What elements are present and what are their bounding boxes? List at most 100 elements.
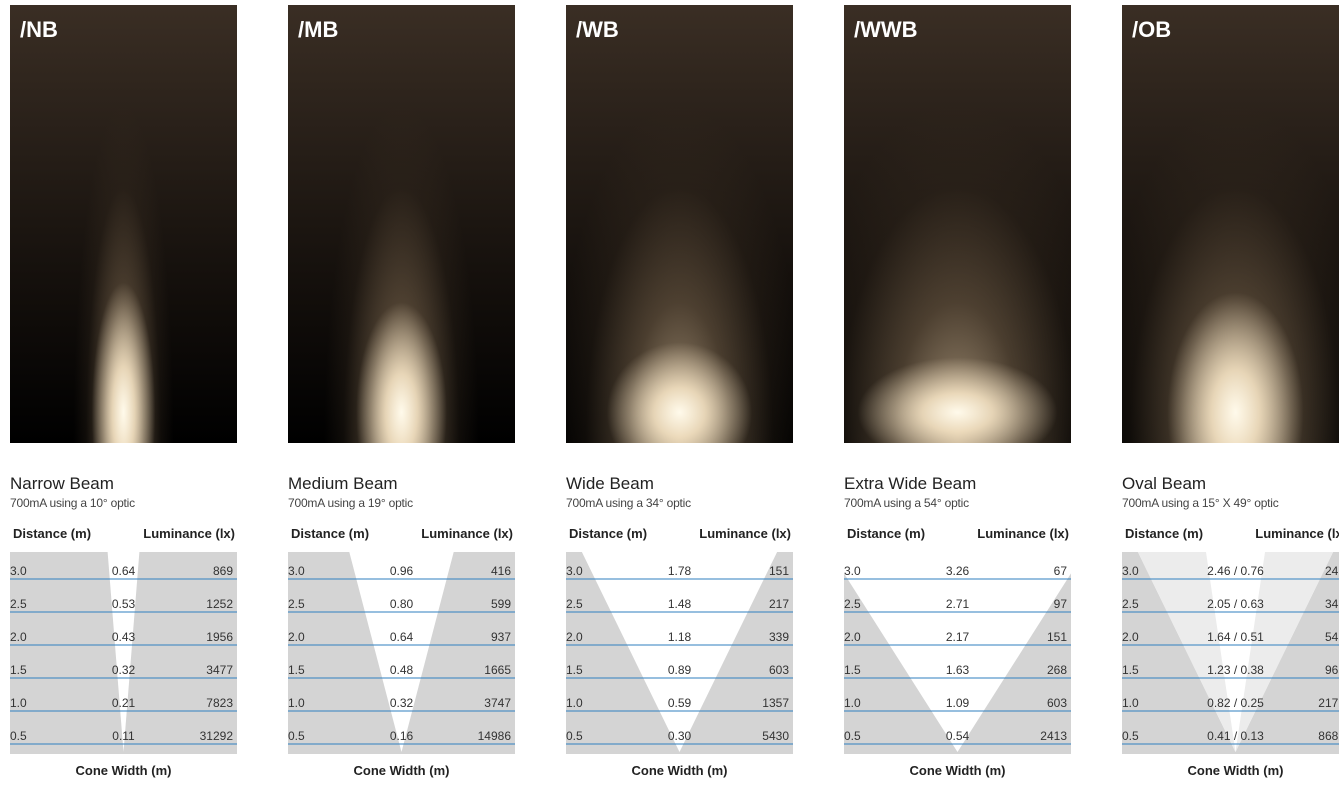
distance-value: 3.0 [288, 564, 305, 578]
luminance-value: 1357 [762, 696, 789, 710]
table-row: 2.0 0.64 937 [288, 628, 515, 646]
distance-value: 2.0 [566, 630, 583, 644]
table-row: 2.5 0.53 1252 [10, 595, 237, 613]
luminance-value: 1252 [206, 597, 233, 611]
distance-value: 3.0 [1122, 564, 1139, 578]
beam-name: Oval Beam [1122, 474, 1207, 493]
table-row: 1.0 0.21 7823 [10, 694, 237, 712]
beam-name: Narrow Beam [10, 474, 114, 493]
luminance-value: 7823 [206, 696, 233, 710]
beam-subtitle: 700mA using a 19° optic [288, 496, 413, 510]
cone-diagram [1122, 552, 1339, 754]
luminance-value: 543 [1324, 630, 1339, 644]
luminance-value: 67 [1053, 564, 1067, 578]
cone-width-label: Cone Width (m) [909, 763, 1006, 778]
beam-code: /MB [298, 17, 339, 42]
luminance-value: 14986 [477, 729, 511, 743]
cone-width-value: 0.80 [389, 597, 414, 611]
table-row: 2.0 2.17 151 [844, 628, 1071, 646]
cone-width-value: 1.18 [667, 630, 692, 644]
cone-width-value: 0.59 [667, 696, 692, 710]
table-row: 2.5 1.48 217 [566, 595, 793, 613]
table-row: 1.5 0.48 1665 [288, 661, 515, 679]
distance-value: 0.5 [844, 729, 861, 743]
luminance-header: Luminance (lx) [143, 526, 235, 541]
cone-width-value: 1.78 [667, 564, 692, 578]
beam-panel: /OB Oval Beam 700mA using a 15° X 49° opti… [1122, 0, 1339, 805]
luminance-value: 603 [1046, 696, 1067, 710]
distance-value: 2.5 [288, 597, 305, 611]
luminance-header: Luminance (lx) [977, 526, 1069, 541]
cone-width-value: 0.82 / 0.25 [1207, 696, 1264, 710]
cone-left-shade [1122, 552, 1236, 754]
distance-value: 2.0 [10, 630, 27, 644]
luminance-value: 97 [1053, 597, 1067, 611]
table-row: 2.0 0.43 1956 [10, 628, 237, 646]
table-row: 0.5 0.11 31292 [10, 727, 237, 745]
luminance-value: 1956 [206, 630, 233, 644]
cone-width-value: 0.43 [111, 630, 136, 644]
distance-value: 1.0 [10, 696, 27, 710]
luminance-header: Luminance (lx) [699, 526, 791, 541]
cone-width-value: 0.64 [111, 564, 136, 578]
table-row: 0.5 0.30 5430 [566, 727, 793, 745]
table-row: 3.0 0.64 869 [10, 562, 237, 580]
distance-value: 1.0 [844, 696, 861, 710]
beam-code: /WWB [854, 17, 918, 42]
cone-right-shade [401, 552, 515, 754]
cone-width-value: 1.48 [667, 597, 692, 611]
beam-table: 3.0 0.96 416 2.5 0.80 599 2.0 0.64 937 1.5 0.48 166… [288, 552, 515, 754]
cone-width-label: Cone Width (m) [631, 763, 728, 778]
beam-panel: /MB Medium Beam 700mA using a 19° optic Dis… [288, 0, 518, 805]
distance-value: 2.5 [10, 597, 27, 611]
distance-header: Distance (m) [569, 526, 648, 541]
beam-subtitle: 700mA using a 10° optic [10, 496, 135, 510]
table-row: 1.5 0.32 3477 [10, 661, 237, 679]
distance-value: 1.5 [566, 663, 583, 677]
cone-width-value: 0.64 [389, 630, 414, 644]
distance-value: 0.5 [288, 729, 305, 743]
beam-photo: /OB [1122, 5, 1339, 443]
cone-width-value: 0.30 [667, 729, 692, 743]
beam-subtitle: 700mA using a 15° X 49° optic [1122, 496, 1279, 510]
cone-width-value: 0.32 [111, 663, 136, 677]
distance-header: Distance (m) [1125, 526, 1204, 541]
luminance-value: 8689 [1318, 729, 1339, 743]
cone-width-value: 2.05 / 0.63 [1207, 597, 1264, 611]
distance-value: 3.0 [10, 564, 27, 578]
luminance-value: 3477 [206, 663, 233, 677]
cone-width-label: Cone Width (m) [353, 763, 450, 778]
cone-width-value: 0.16 [389, 729, 414, 743]
beam-photo: /WWB [844, 5, 1071, 443]
table-row: 1.5 1.23 / 0.38 965 [1122, 661, 1339, 679]
beam-subtitle: 700mA using a 34° optic [566, 496, 691, 510]
beam-name: Extra Wide Beam [844, 474, 977, 493]
luminance-value: 965 [1324, 663, 1339, 677]
table-row: 0.5 0.41 / 0.13 8689 [1122, 727, 1339, 745]
table-row: 2.5 2.05 / 0.63 348 [1122, 595, 1339, 613]
cone-diagram [10, 552, 237, 754]
distance-value: 2.0 [844, 630, 861, 644]
distance-value: 1.5 [288, 663, 305, 677]
distance-value: 0.5 [566, 729, 583, 743]
table-row: 3.0 3.26 67 [844, 562, 1071, 580]
cone-width-value: 1.23 / 0.38 [1207, 663, 1264, 677]
cone-right-shade [1235, 552, 1339, 754]
luminance-value: 268 [1046, 663, 1067, 677]
luminance-value: 2413 [1040, 729, 1067, 743]
distance-value: 1.5 [1122, 663, 1139, 677]
cone-width-value: 0.41 / 0.13 [1207, 729, 1264, 743]
beam-code: /WB [576, 17, 619, 42]
beam-name: Wide Beam [566, 474, 654, 493]
luminance-value: 3747 [484, 696, 511, 710]
beam-photo: /MB [288, 5, 515, 443]
cone-width-value: 1.64 / 0.51 [1207, 630, 1264, 644]
cone-width-value: 0.96 [389, 564, 414, 578]
distance-value: 0.5 [10, 729, 27, 743]
luminance-value: 348 [1324, 597, 1339, 611]
distance-value: 1.5 [10, 663, 27, 677]
table-row: 2.5 2.71 97 [844, 595, 1071, 613]
table-row: 3.0 0.96 416 [288, 562, 515, 580]
cone-width-value: 0.48 [389, 663, 414, 677]
beam-table: 3.0 3.26 67 2.5 2.71 97 2.0 2.17 151 1.5 1.63 268 1.… [844, 552, 1071, 754]
